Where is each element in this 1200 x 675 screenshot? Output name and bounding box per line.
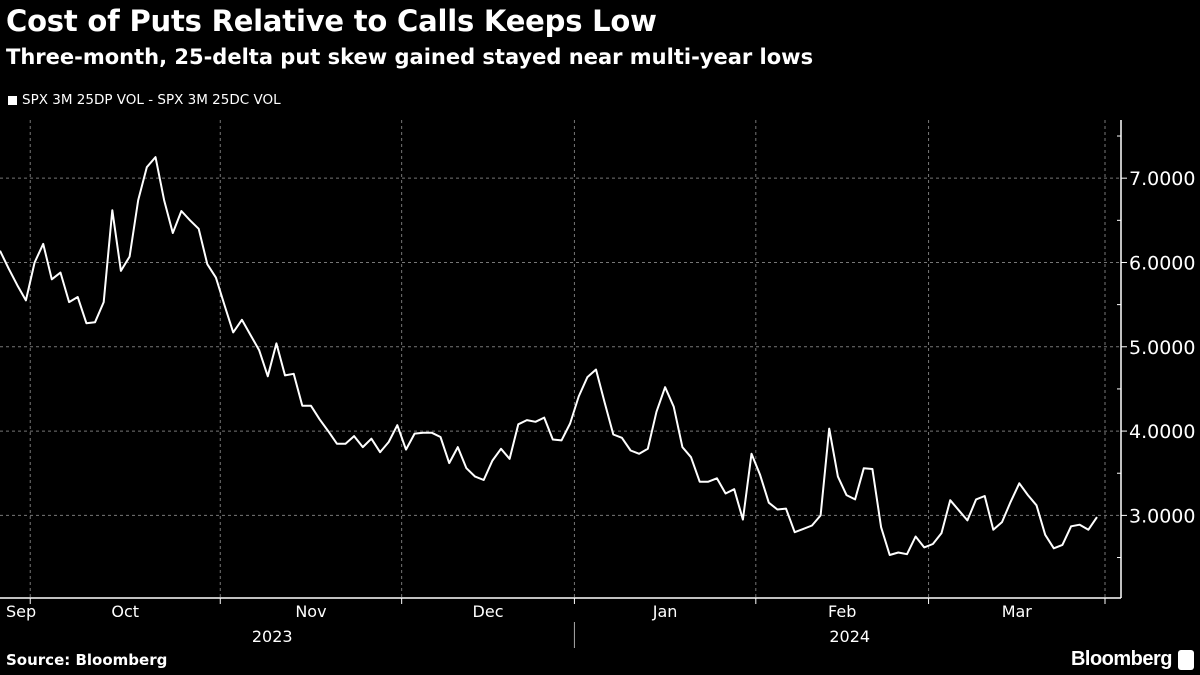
y-tick-label: 6.0000 — [1129, 252, 1195, 274]
y-tick-label: 5.0000 — [1129, 337, 1195, 359]
x-month-label: Feb — [828, 602, 856, 621]
y-tick-label: 7.0000 — [1129, 168, 1195, 190]
y-tick-label: 3.0000 — [1129, 505, 1195, 527]
y-tick-label: 4.0000 — [1129, 421, 1195, 443]
brand-logo: Bloomberg — [1070, 648, 1173, 670]
x-month-label: Sep — [6, 602, 36, 621]
chart-subtitle: Three-month, 25-delta put skew gained st… — [6, 45, 814, 69]
series-line — [0, 156, 1098, 556]
x-year-label: 2023 — [252, 627, 293, 646]
chart-title: Cost of Puts Relative to Calls Keeps Low — [6, 4, 657, 38]
x-month-label: Nov — [295, 602, 326, 621]
x-month-label: Mar — [1002, 602, 1033, 621]
x-month-label: Jan — [652, 602, 678, 621]
legend: SPX 3M 25DP VOL - SPX 3M 25DC VOL — [8, 92, 281, 108]
legend-label: SPX 3M 25DP VOL - SPX 3M 25DC VOL — [22, 92, 281, 108]
x-year-label: 2024 — [829, 627, 870, 646]
legend-swatch — [8, 95, 17, 105]
bloomberg-terminal-icon — [1178, 650, 1194, 670]
x-month-label: Dec — [473, 602, 504, 621]
source-note: Source: Bloomberg — [6, 651, 168, 669]
x-month-label: Oct — [111, 602, 139, 621]
